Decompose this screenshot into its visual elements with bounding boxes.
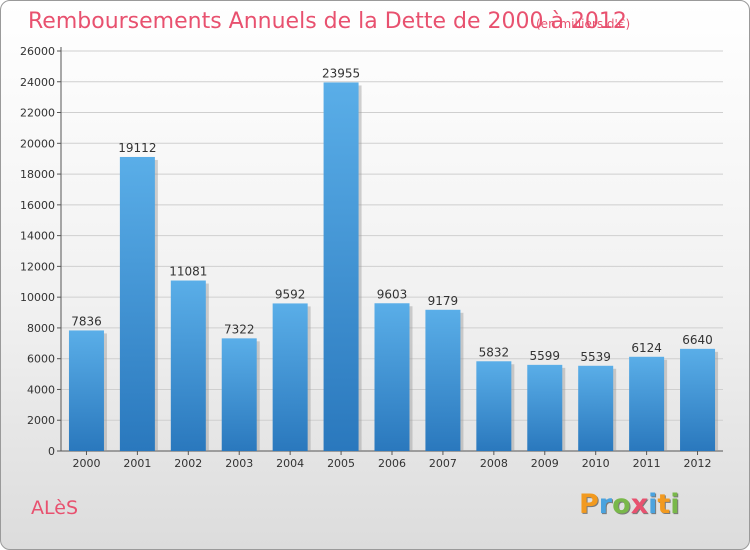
logo-letter: P [579, 489, 599, 520]
data-label: 9179 [428, 294, 459, 308]
data-label: 9592 [275, 287, 306, 301]
y-tick-label: 4000 [27, 383, 55, 396]
y-tick-label: 6000 [27, 353, 55, 366]
x-tick-label: 2011 [633, 457, 661, 470]
bar-2009 [527, 364, 563, 451]
city-name: ALèS [31, 497, 78, 519]
x-tick-label: 2002 [174, 457, 202, 470]
chart-unit-note: (en milliers d'€) [536, 17, 631, 31]
y-tick-label: 12000 [20, 260, 55, 273]
y-tick-label: 22000 [20, 107, 55, 120]
logo-letter: x [630, 489, 649, 520]
y-tick-label: 26000 [20, 45, 55, 58]
bar-2010 [578, 365, 614, 451]
y-tick-label: 14000 [20, 230, 55, 243]
bar-2000 [68, 330, 104, 451]
logo-letter: o [612, 489, 631, 520]
x-tick-label: 2007 [429, 457, 457, 470]
chart-title: Remboursements Annuels de la Dette de 20… [28, 9, 627, 34]
bar-2008 [476, 361, 512, 451]
data-label: 5539 [580, 350, 611, 364]
y-tick-label: 18000 [20, 168, 55, 181]
x-tick-label: 2006 [378, 457, 406, 470]
y-tick-label: 24000 [20, 76, 55, 89]
bar-2012 [680, 348, 716, 451]
data-label: 7322 [224, 322, 255, 336]
data-label: 9603 [377, 287, 408, 301]
data-label: 11081 [169, 265, 207, 279]
y-tick-label: 0 [48, 445, 55, 458]
data-label: 7836 [71, 314, 102, 328]
data-labels: 7836 19112 11081 7322 9592 23955 9603 9179 5832 5… [71, 66, 713, 363]
y-tick-label: 20000 [20, 137, 55, 150]
x-tick-label: 2005 [327, 457, 355, 470]
data-label: 5599 [529, 349, 560, 363]
logo-letter: r [598, 489, 613, 520]
bar-2004 [272, 303, 308, 451]
bar-2003 [221, 338, 257, 451]
data-label: 6124 [631, 341, 662, 355]
x-tick-label: 2012 [684, 457, 712, 470]
logo-letter: t [657, 489, 671, 520]
x-tick-label: 2001 [123, 457, 151, 470]
x-tick-label: 2009 [531, 457, 559, 470]
data-label: 19112 [118, 141, 156, 155]
bar-2002 [170, 280, 206, 451]
data-label: 23955 [322, 66, 360, 80]
bar-2007 [425, 309, 461, 451]
x-tick-label: 2010 [582, 457, 610, 470]
y-tick-label: 10000 [20, 291, 55, 304]
bars [68, 82, 719, 451]
data-label: 6640 [682, 333, 713, 347]
x-tick-label: 2004 [276, 457, 304, 470]
y-tick-label: 16000 [20, 199, 55, 212]
proxiti-logo: Proxiti [579, 489, 680, 520]
data-label: 5832 [479, 345, 510, 359]
logo-letter: i [648, 489, 658, 520]
bar-2011 [629, 356, 665, 451]
y-tick-label: 2000 [27, 414, 55, 427]
logo-letter: i [670, 489, 680, 520]
x-tick-label: 2000 [72, 457, 100, 470]
bar-2001 [119, 156, 155, 451]
bar-2006 [374, 303, 410, 451]
bar-2005 [323, 82, 359, 451]
y-tick-label: 8000 [27, 322, 55, 335]
x-tick-label: 2003 [225, 457, 253, 470]
x-tick-label: 2008 [480, 457, 508, 470]
